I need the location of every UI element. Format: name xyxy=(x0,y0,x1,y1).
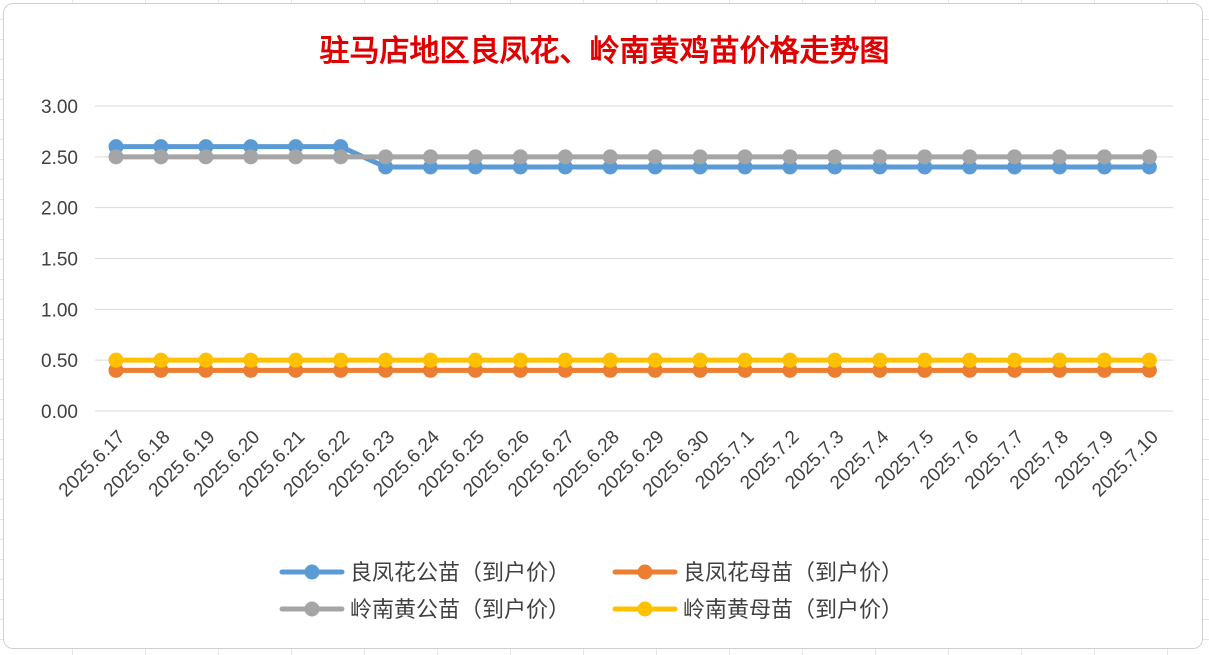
data-point xyxy=(602,149,618,165)
data-point xyxy=(917,149,933,165)
legend-label: 良凤花公苗（到户价） xyxy=(350,561,570,586)
data-point xyxy=(378,352,394,368)
data-point xyxy=(737,149,753,165)
legend-label: 岭南黄母苗（到户价） xyxy=(683,598,903,623)
y-axis: 0.00 0.50 1.00 1.50 2.00 2.50 3.00 xyxy=(41,97,78,423)
legend-item: 良凤花公苗（到户价） xyxy=(279,561,570,586)
data-point xyxy=(872,149,888,165)
data-point xyxy=(243,149,259,165)
data-point xyxy=(467,352,483,368)
data-point xyxy=(602,352,618,368)
data-point xyxy=(782,149,798,165)
y-tick-label: 2.50 xyxy=(41,148,78,169)
data-point xyxy=(737,352,753,368)
data-point xyxy=(243,352,259,368)
data-point xyxy=(872,352,888,368)
data-point xyxy=(198,352,214,368)
x-axis: 2025.6.172025.6.182025.6.192025.6.202025… xyxy=(55,426,1163,501)
data-point xyxy=(423,352,439,368)
data-point xyxy=(153,149,169,165)
legend-swatch-marker xyxy=(637,564,653,580)
data-point xyxy=(962,149,978,165)
data-point xyxy=(557,149,573,165)
data-point xyxy=(1141,149,1157,165)
legend-item: 岭南黄母苗（到户价） xyxy=(612,598,903,623)
chart-title: 驻马店地区良凤花、岭南黄鸡苗价格走势图 xyxy=(319,34,890,69)
data-point xyxy=(512,352,528,368)
data-point xyxy=(198,149,214,165)
legend-label: 岭南黄公苗（到户价） xyxy=(350,598,570,623)
data-point xyxy=(512,149,528,165)
series-3 xyxy=(108,352,1157,368)
data-point xyxy=(1052,352,1068,368)
legend-item: 良凤花母苗（到户价） xyxy=(612,561,903,586)
data-point xyxy=(333,149,349,165)
data-point xyxy=(647,352,663,368)
data-point xyxy=(962,352,978,368)
data-point xyxy=(827,149,843,165)
data-point xyxy=(1007,352,1023,368)
data-point xyxy=(1096,149,1112,165)
legend-label: 良凤花母苗（到户价） xyxy=(683,561,903,586)
data-point xyxy=(467,149,483,165)
y-tick-label: 0.00 xyxy=(41,402,78,423)
data-point xyxy=(782,352,798,368)
series-1 xyxy=(108,362,1157,378)
data-point xyxy=(333,352,349,368)
legend-item: 岭南黄公苗（到户价） xyxy=(279,598,570,623)
data-point xyxy=(557,352,573,368)
data-point xyxy=(827,352,843,368)
data-point xyxy=(108,352,124,368)
data-point xyxy=(288,149,304,165)
y-tick-label: 3.00 xyxy=(41,97,78,118)
y-tick-label: 0.50 xyxy=(41,351,78,372)
y-tick-label: 2.00 xyxy=(41,199,78,220)
chart-frame[interactable] xyxy=(3,3,1203,649)
series-2 xyxy=(108,149,1157,165)
data-point xyxy=(647,149,663,165)
data-point xyxy=(1141,352,1157,368)
data-point xyxy=(1096,352,1112,368)
data-point xyxy=(153,352,169,368)
data-point xyxy=(1007,149,1023,165)
y-tick-label: 1.00 xyxy=(41,300,78,321)
legend-swatch-marker xyxy=(304,564,320,580)
legend-swatch-marker xyxy=(304,601,320,617)
data-point xyxy=(1052,149,1068,165)
legend-swatch-marker xyxy=(637,601,653,617)
y-tick-label: 1.50 xyxy=(41,250,78,271)
data-point xyxy=(423,149,439,165)
data-point xyxy=(692,352,708,368)
legend: 良凤花公苗（到户价） 良凤花母苗（到户价） 岭南黄公苗（到户价） 岭南黄母苗（到户价） xyxy=(279,561,903,623)
series-group xyxy=(108,139,1157,378)
data-point xyxy=(108,149,124,165)
data-point xyxy=(692,149,708,165)
data-point xyxy=(917,352,933,368)
data-point xyxy=(378,149,394,165)
data-point xyxy=(288,352,304,368)
